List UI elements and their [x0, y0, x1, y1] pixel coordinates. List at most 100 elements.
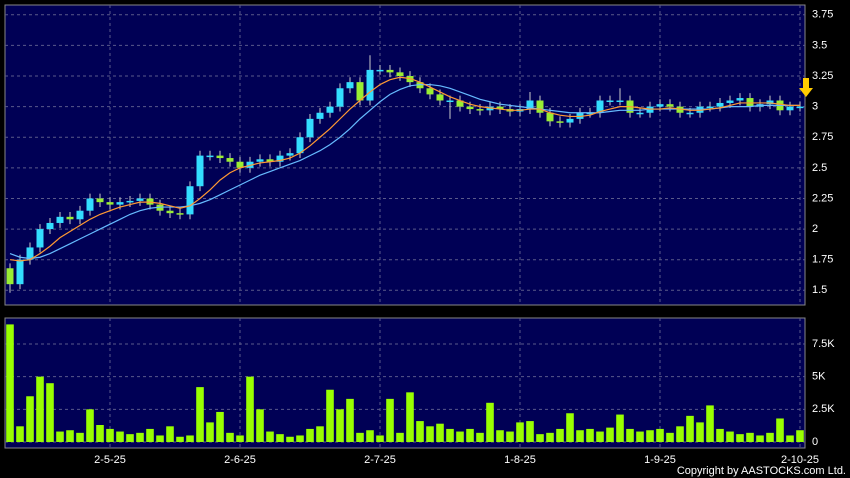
- volume-bar: [186, 435, 194, 442]
- volume-bar: [86, 409, 94, 442]
- volume-bar: [426, 426, 434, 442]
- volume-bar: [556, 428, 564, 442]
- volume-bar: [786, 435, 794, 442]
- volume-bar: [746, 432, 754, 442]
- candle-body: [686, 112, 694, 115]
- candle-body: [526, 100, 534, 110]
- volume-bar: [196, 387, 204, 442]
- volume-bar: [6, 324, 14, 442]
- candle-body: [326, 106, 334, 113]
- volume-bar: [246, 376, 254, 442]
- candle-body: [236, 161, 244, 168]
- y-tick-label: 3.25: [812, 70, 833, 82]
- volume-bar: [776, 418, 784, 442]
- candle-body: [216, 155, 224, 159]
- y-tick-label: 2.75: [812, 131, 833, 143]
- volume-bar: [166, 426, 174, 442]
- candle-body: [766, 100, 774, 105]
- candle-body: [76, 210, 84, 220]
- volume-bar: [216, 411, 224, 442]
- last-price-arrow: [799, 78, 813, 97]
- candle-body: [186, 186, 194, 215]
- volume-bar: [706, 405, 714, 442]
- volume-bar: [266, 431, 274, 442]
- y-tick-label: 3.75: [812, 9, 833, 21]
- volume-bar: [396, 432, 404, 442]
- candle-body: [196, 155, 204, 187]
- volume-bar: [596, 431, 604, 442]
- volume-bar: [656, 428, 664, 442]
- candle-body: [556, 121, 564, 123]
- volume-bar: [276, 434, 284, 442]
- volume-bar: [726, 431, 734, 442]
- volume-bar: [346, 398, 354, 442]
- candle-body: [606, 100, 614, 103]
- volume-bar: [376, 435, 384, 442]
- y-tick-label: 2.5K: [812, 403, 835, 415]
- volume-bar: [366, 430, 374, 442]
- volume-bar: [76, 432, 84, 442]
- candle-body: [356, 82, 364, 101]
- volume-bar: [46, 383, 54, 442]
- candle-body: [436, 94, 444, 101]
- x-tick-label: 2-5-25: [94, 454, 126, 466]
- candle-body: [496, 106, 504, 110]
- volume-bar: [606, 427, 614, 442]
- volume-bar: [506, 431, 514, 442]
- volume-bar: [106, 428, 114, 442]
- x-tick-label: 2-10-25: [781, 454, 819, 466]
- volume-bar: [766, 432, 774, 442]
- volume-bar: [696, 422, 704, 442]
- volume-bar: [326, 389, 334, 442]
- y-tick-label: 1.5: [812, 284, 827, 296]
- volume-bar: [586, 428, 594, 442]
- volume-bar: [406, 392, 414, 442]
- candle-body: [36, 229, 44, 248]
- candle-body: [486, 106, 494, 111]
- volume-bar: [126, 434, 134, 442]
- volume-bar: [26, 396, 34, 442]
- candle-body: [286, 153, 294, 156]
- candle-body: [66, 216, 74, 220]
- x-tick-label: 2-7-25: [364, 454, 396, 466]
- volume-bar: [496, 430, 504, 442]
- volume-bar: [476, 432, 484, 442]
- volume-bar: [516, 422, 524, 442]
- volume-bar: [666, 432, 674, 442]
- volume-bar: [636, 431, 644, 442]
- moving-average-line: [9, 76, 800, 262]
- volume-bar: [546, 432, 554, 442]
- candle-body: [206, 155, 214, 158]
- volume-bar: [676, 426, 684, 442]
- price-panel: [4, 4, 806, 306]
- y-tick-label: 7.5K: [812, 338, 835, 350]
- y-tick-label: 3.5: [812, 39, 827, 51]
- candle-body: [6, 268, 14, 285]
- candle-body: [796, 106, 804, 109]
- candle-body: [56, 216, 64, 223]
- volume-bar: [716, 428, 724, 442]
- candle-body: [46, 222, 54, 230]
- candle-body: [466, 106, 474, 110]
- volume-bar: [456, 431, 464, 442]
- volume-bar: [36, 376, 44, 442]
- candle-body: [566, 118, 574, 123]
- candle-body: [366, 69, 374, 101]
- moving-average-line: [9, 83, 800, 260]
- candle-body: [266, 159, 274, 162]
- candle-body: [676, 106, 684, 113]
- volume-bar: [526, 421, 534, 442]
- candle-body: [446, 100, 454, 103]
- volume-bar: [16, 426, 24, 442]
- volume-bar: [156, 435, 164, 442]
- candle-body: [396, 72, 404, 77]
- candle-body: [116, 202, 124, 205]
- candle-body: [166, 210, 174, 214]
- volume-bar: [616, 414, 624, 442]
- candle-body: [746, 98, 754, 107]
- volume-bar: [536, 434, 544, 442]
- volume-bar: [286, 436, 294, 442]
- candle-body: [96, 198, 104, 203]
- candle-body: [86, 198, 94, 211]
